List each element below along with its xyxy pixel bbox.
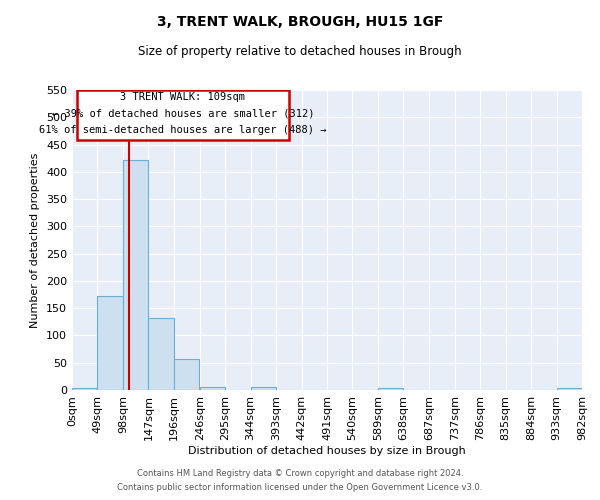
Bar — [378, 388, 403, 390]
Text: ← 39% of detached houses are smaller (312): ← 39% of detached houses are smaller (31… — [52, 108, 314, 118]
Text: Contains HM Land Registry data © Crown copyright and database right 2024.: Contains HM Land Registry data © Crown c… — [137, 468, 463, 477]
Text: 3 TRENT WALK: 109sqm: 3 TRENT WALK: 109sqm — [121, 92, 245, 102]
Bar — [123, 160, 148, 390]
Bar — [200, 388, 225, 390]
Text: Contains public sector information licensed under the Open Government Licence v3: Contains public sector information licen… — [118, 484, 482, 492]
Bar — [72, 388, 97, 390]
Y-axis label: Number of detached properties: Number of detached properties — [31, 152, 40, 328]
Text: 61% of semi-detached houses are larger (488) →: 61% of semi-detached houses are larger (… — [39, 124, 326, 134]
FancyBboxPatch shape — [77, 90, 289, 140]
X-axis label: Distribution of detached houses by size in Brough: Distribution of detached houses by size … — [188, 446, 466, 456]
Bar — [148, 318, 173, 390]
Text: 3, TRENT WALK, BROUGH, HU15 1GF: 3, TRENT WALK, BROUGH, HU15 1GF — [157, 15, 443, 29]
Bar — [174, 359, 199, 390]
Bar — [557, 388, 582, 390]
Bar — [251, 388, 276, 390]
Text: Size of property relative to detached houses in Brough: Size of property relative to detached ho… — [138, 45, 462, 58]
Bar — [97, 296, 123, 390]
